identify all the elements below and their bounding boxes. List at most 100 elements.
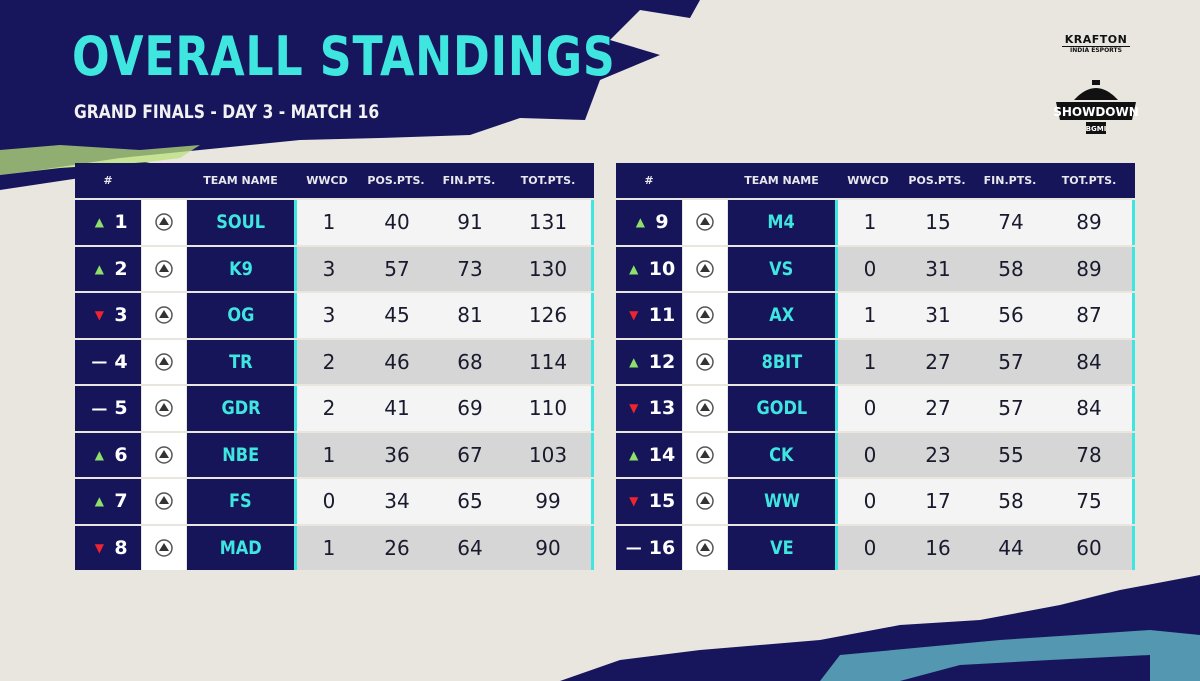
team-name-cell: FS <box>187 479 297 524</box>
col-tot: TOT.PTS. <box>520 174 576 187</box>
table-row: ▼ 11 AX 1 31 56 87 <box>616 293 1135 338</box>
rank-cell: —4 <box>75 339 141 384</box>
team-name-cell: GDR <box>187 386 297 431</box>
trend-same-icon: — <box>625 538 642 558</box>
pos-pts-value: 27 <box>925 396 951 421</box>
pos-pts-value: 23 <box>925 442 951 467</box>
stats-cells: 1 40 91 131 <box>297 200 594 245</box>
trend-same-icon: — <box>91 352 108 372</box>
trend-up-icon: ▲ <box>94 494 104 509</box>
team-name: OG <box>227 304 254 327</box>
wwcd-value: 0 <box>322 489 336 514</box>
rank-number: 11 <box>648 304 676 327</box>
team-logo-icon <box>696 260 714 278</box>
trend-down-icon: ▼ <box>94 308 104 323</box>
col-team: TEAM NAME <box>203 174 278 187</box>
krafton-logo: KRAFTON INDIA ESPORTS <box>1062 34 1130 55</box>
fin-pts-value: 74 <box>998 210 1024 235</box>
rank-number: 7 <box>114 490 128 513</box>
team-logo <box>683 246 727 291</box>
krafton-subtext: INDIA ESPORTS <box>1062 46 1130 55</box>
team-name-cell: SOUL <box>187 200 297 245</box>
table-header: # TEAM NAME WWCD POS.PTS. FIN.PTS. TOT.P… <box>75 163 594 198</box>
rank-number: 12 <box>648 350 676 373</box>
stats-cells: 1 15 74 89 <box>838 200 1135 245</box>
fin-pts-value: 64 <box>457 535 483 560</box>
fin-pts-value: 44 <box>998 535 1024 560</box>
team-name: WW <box>763 490 800 513</box>
team-logo-icon <box>696 213 714 231</box>
team-name: SOUL <box>216 211 265 234</box>
fin-pts-value: 91 <box>457 210 483 235</box>
trend-up-icon: ▲ <box>635 215 645 230</box>
team-logo <box>683 386 727 431</box>
team-name-cell: VS <box>728 246 838 291</box>
team-name-cell: OG <box>187 293 297 338</box>
team-name: M4 <box>767 211 796 234</box>
fin-pts-value: 56 <box>998 303 1024 328</box>
fin-pts-value: 73 <box>457 256 483 281</box>
rank-number: 14 <box>648 443 676 466</box>
trend-up-icon: ▲ <box>629 261 639 276</box>
table-row: ▲ 2 K9 3 57 73 130 <box>75 246 594 291</box>
trend-same-icon: — <box>91 398 108 418</box>
stats-cells: 2 41 69 110 <box>297 386 594 431</box>
rank-cell: ▲ 14 <box>616 432 682 477</box>
team-logo <box>142 339 186 384</box>
team-logo <box>142 246 186 291</box>
team-logo-icon <box>696 446 714 464</box>
team-logo <box>142 386 186 431</box>
rank-cell: ▲ 2 <box>75 246 141 291</box>
rank-cell: — 16 <box>616 525 682 570</box>
stats-cells: 3 57 73 130 <box>297 246 594 291</box>
rank-number: 4 <box>114 350 128 373</box>
col-wwcd: WWCD <box>847 174 889 187</box>
team-logo-icon <box>155 306 173 324</box>
pos-pts-value: 16 <box>925 535 951 560</box>
tot-pts-value: 84 <box>1076 349 1102 374</box>
wwcd-value: 1 <box>322 210 336 235</box>
trend-up-icon: ▲ <box>94 215 104 230</box>
stats-cells: 1 36 67 103 <box>297 432 594 477</box>
tot-pts-value: 114 <box>528 349 568 374</box>
team-logo <box>683 479 727 524</box>
rank-cell: ▲ 10 <box>616 246 682 291</box>
wwcd-value: 0 <box>863 396 877 421</box>
col-rank: # <box>644 174 654 187</box>
wwcd-value: 0 <box>863 535 877 560</box>
pos-pts-value: 40 <box>384 210 410 235</box>
tot-pts-value: 131 <box>528 210 568 235</box>
rank-number: 3 <box>114 304 128 327</box>
team-name: GDR <box>220 397 261 420</box>
rank-number: 15 <box>648 490 676 513</box>
col-rank: # <box>103 174 113 187</box>
col-pos: POS.PTS. <box>367 174 425 187</box>
col-tot: TOT.PTS. <box>1061 174 1117 187</box>
pos-pts-value: 34 <box>384 489 410 514</box>
table-row: ▼ 15 WW 0 17 58 75 <box>616 479 1135 524</box>
fin-pts-value: 57 <box>998 396 1024 421</box>
stats-cells: 0 34 65 99 <box>297 479 594 524</box>
pos-pts-value: 36 <box>384 442 410 467</box>
team-logo-icon <box>155 492 173 510</box>
tot-pts-value: 75 <box>1076 489 1102 514</box>
stats-cells: 2 46 68 114 <box>297 339 594 384</box>
fin-pts-value: 57 <box>998 349 1024 374</box>
trend-down-icon: ▼ <box>629 494 639 509</box>
table-row: ▲ 7 FS 0 34 65 99 <box>75 479 594 524</box>
rank-number: 9 <box>655 211 669 234</box>
stats-cells: 3 45 81 126 <box>297 293 594 338</box>
wwcd-value: 3 <box>322 303 336 328</box>
pos-pts-value: 15 <box>925 210 951 235</box>
fin-pts-value: 81 <box>457 303 483 328</box>
standings-table-left: # TEAM NAME WWCD POS.PTS. FIN.PTS. TOT.P… <box>75 163 594 570</box>
team-logo-icon <box>696 492 714 510</box>
wwcd-value: 1 <box>863 303 877 328</box>
stats-cells: 1 26 64 90 <box>297 525 594 570</box>
team-logo <box>142 200 186 245</box>
wwcd-value: 0 <box>863 489 877 514</box>
rank-number: 16 <box>648 536 676 559</box>
col-fin: FIN.PTS. <box>442 174 496 187</box>
team-name-cell: GODL <box>728 386 838 431</box>
col-team: TEAM NAME <box>744 174 819 187</box>
